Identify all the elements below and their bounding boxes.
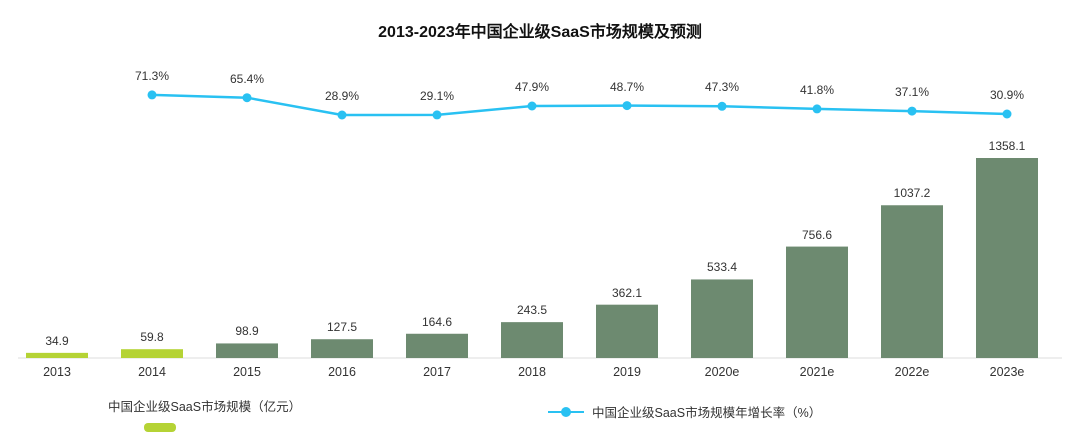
line-point-2019 [622, 101, 632, 111]
x-tick-label-2020e: 2020e [704, 365, 740, 379]
bar-2019 [596, 304, 658, 358]
bar-value-label-2013: 34.9 [45, 333, 69, 348]
line-point-2015 [242, 93, 252, 103]
bar-2016 [311, 339, 373, 358]
bar-value-label-2023e: 1358.1 [988, 139, 1026, 153]
bar-2023e [976, 158, 1038, 358]
x-tick-label-2015: 2015 [233, 365, 261, 379]
line-point-2021e [812, 104, 822, 114]
growth-line [150, 93, 1009, 117]
x-tick-label-2017: 2017 [423, 365, 451, 379]
legend-line-dot-icon [561, 406, 571, 417]
legend-line-label: 中国企业级SaaS市场规模年增长率（%） [592, 406, 822, 420]
growth-label-2020e: 47.3% [704, 80, 740, 95]
x-tick-label-2022e: 2022e [894, 365, 930, 379]
x-tick-label-2018: 2018 [518, 365, 546, 379]
bar-2020e [691, 279, 753, 358]
chart-title: 2013-2023年中国企业级SaaS市场规模及预测 [378, 24, 702, 41]
bar-value-label-2018: 243.5 [516, 303, 548, 318]
bar-2013 [26, 352, 88, 358]
bar-value-label-2016: 127.5 [326, 320, 358, 335]
line-point-2022e [907, 106, 917, 116]
bar-value-label-2017: 164.6 [421, 314, 453, 329]
bar-2017 [406, 333, 468, 358]
legend-line-series: 中国企业级SaaS市场规模年增长率（%） [548, 402, 821, 421]
x-tick-label-2013: 2013 [43, 365, 71, 379]
legend-line-marker-icon [548, 406, 584, 417]
bar-2018 [501, 322, 563, 358]
growth-label-2023e: 30.9% [989, 88, 1025, 102]
growth-label-2016: 28.9% [324, 88, 360, 103]
growth-label-2017: 29.1% [419, 88, 455, 103]
line-point-2016 [337, 110, 347, 120]
growth-label-2014: 71.3% [134, 68, 170, 83]
bar-value-label-2022e: 1037.2 [893, 186, 931, 201]
x-tick-label-2019: 2019 [613, 365, 641, 379]
line-point-2018 [527, 101, 537, 111]
bar-2021e [786, 246, 848, 358]
line-point-2017 [432, 110, 442, 120]
bar-2015 [216, 343, 278, 358]
bar-value-label-2021e: 756.6 [801, 227, 833, 242]
x-tick-label-2016: 2016 [328, 365, 356, 379]
bar-2022e [881, 205, 943, 358]
growth-label-2021e: 41.8% [799, 82, 835, 97]
x-tick-label-2021e: 2021e [799, 365, 835, 379]
bar-value-label-2020e: 533.4 [706, 260, 738, 275]
bar-value-label-2015: 98.9 [235, 324, 259, 339]
growth-label-2019: 48.7% [609, 79, 645, 94]
legend-bar-swatch-icon [144, 423, 176, 432]
line-point-2023e [1002, 109, 1012, 119]
legend-bar-series: 中国企业级SaaS市场规模（亿元） [108, 396, 301, 432]
line-point-2020e [717, 101, 727, 111]
growth-label-2018: 47.9% [514, 79, 550, 94]
legend-bar-label: 中国企业级SaaS市场规模（亿元） [108, 400, 302, 414]
bar-value-label-2014: 59.8 [140, 330, 164, 345]
growth-label-2015: 65.4% [229, 71, 265, 86]
x-tick-label-2023e: 2023e [989, 365, 1025, 379]
bar-value-label-2019: 362.1 [611, 285, 643, 300]
growth-label-2022e: 37.1% [894, 85, 930, 100]
x-tick-label-2014: 2014 [138, 365, 166, 379]
bar-2014 [121, 349, 183, 358]
line-point-2014 [147, 90, 157, 100]
